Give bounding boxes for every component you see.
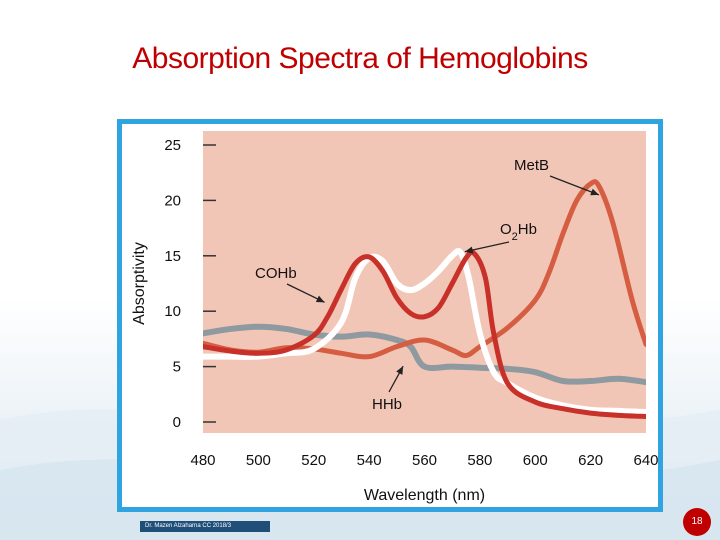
annotation-hhb: HHb [372,396,402,413]
annotation-o2hb-tail: Hb [518,221,537,238]
y-tick-label: 0 [173,414,181,431]
annotation-metb-arrow-head [590,188,599,196]
y-tick-label: 10 [164,303,181,320]
annotation-o2hb-o: O [500,221,512,238]
series-line-hhb [203,323,646,386]
y-tick-label: 5 [173,359,181,376]
series-line-metb [203,179,646,360]
x-tick-label: 480 [190,452,215,469]
x-tick-label: 540 [357,452,382,469]
annotation-o2hb-subscript: 2 [512,231,518,243]
x-tick-label: 500 [246,452,271,469]
x-tick-label: 620 [578,452,603,469]
absorption-chart: 0 5 10 15 20 25 480 500 520 540 560 580 600 620 640 Wav… [131,131,658,504]
slide-title: Absorption Spectra of Hemoglobins [132,42,588,75]
annotation-o2hb-arrow-head [464,246,474,254]
x-axis-label: Wavelength (nm) [364,487,485,504]
x-tick-label: 520 [301,452,326,469]
chart-frame: 0 5 10 15 20 25 480 500 520 540 560 580 600 620 640 Wav… [117,119,663,512]
annotation-hhb-arrow-head [396,366,404,375]
annotation-cohb-arrow-head [315,295,325,303]
annotation-metb: MetB [514,157,549,174]
y-axis-label: Absorptivity [131,242,148,325]
annotation-o2hb: O2Hb [500,221,537,243]
y-tick-label: 25 [164,137,181,154]
annotation-metb-arrow-line [549,175,600,196]
y-tick-label: 15 [164,248,181,265]
annotation-cohb: COHb [255,265,297,282]
page-number-badge: 18 [683,508,711,536]
x-tick-label: 640 [633,452,658,469]
x-tick-label: 580 [467,452,492,469]
series-line-o2hb [203,249,646,419]
series-line-cohb [203,248,646,416]
x-tick-label: 560 [412,452,437,469]
y-tick-label: 20 [164,192,181,209]
x-tick-label: 600 [523,452,548,469]
footer-credit: Dr. Mazen Alzaharna CC 2018/3 [140,521,270,532]
